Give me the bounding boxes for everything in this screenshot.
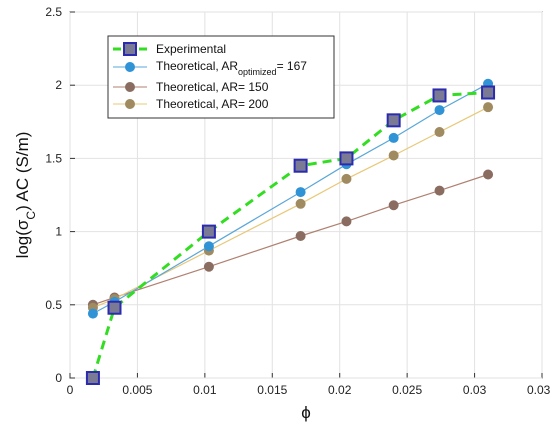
- y-tick-label: 0.5: [45, 298, 62, 312]
- data-point-experimental: [293, 158, 308, 173]
- tick-labels: 0 0.005 0.01 0.015 0.02 0.025 0.03 0.035 0 0.5 1 1.…: [45, 5, 550, 397]
- x-axis-label: ϕ: [301, 403, 311, 422]
- data-point-experimental: [432, 88, 447, 103]
- data-point-theoretical: [434, 185, 445, 196]
- series-0: [85, 85, 496, 385]
- y-tick-label: 0: [55, 371, 62, 385]
- data-point-theoretical: [388, 200, 399, 211]
- series-layer: [85, 78, 496, 385]
- y-tick-label: 1: [55, 225, 62, 239]
- x-tick-label: 0.02: [328, 383, 352, 397]
- legend-ar200-label: Theoretical, AR= 200: [156, 97, 269, 111]
- series-line-theoretical: [92, 83, 489, 315]
- legend-experimental-marker: [123, 42, 137, 56]
- series-line-experimental: [91, 91, 489, 379]
- y-tick-label: 2: [55, 78, 62, 92]
- data-point-theoretical: [295, 230, 306, 241]
- legend-ar167-label: Theoretical, ARoptimized= 167: [156, 59, 307, 77]
- data-point-experimental: [201, 224, 216, 239]
- legend-ar200-marker: [125, 99, 135, 109]
- legend-ar150-label: Theoretical, AR= 150: [156, 80, 269, 94]
- data-point-experimental: [107, 300, 122, 315]
- x-tick-label: 0: [67, 383, 74, 397]
- data-point-theoretical: [483, 169, 494, 180]
- data-point-theoretical: [203, 261, 214, 272]
- y-tick-label: 2.5: [45, 5, 62, 19]
- data-point-theoretical: [388, 132, 399, 143]
- data-point-experimental: [386, 113, 401, 128]
- data-point-theoretical: [388, 150, 399, 161]
- data-point-theoretical: [341, 216, 352, 227]
- legend: Experimental Theoretical, ARoptimized= 1…: [107, 35, 335, 119]
- data-point-theoretical: [483, 102, 494, 113]
- data-point-theoretical: [434, 105, 445, 116]
- data-point-experimental: [85, 371, 100, 385]
- legend-ar167-marker: [125, 62, 135, 72]
- x-tick-label: 0.025: [392, 383, 422, 397]
- series-3: [87, 102, 494, 313]
- data-point-theoretical: [203, 241, 214, 252]
- x-tick-label: 0.03: [463, 383, 487, 397]
- y-axis-label: log(σC) AC (S/m): [13, 132, 38, 259]
- data-point-theoretical: [341, 173, 352, 184]
- x-tick-label: 0.01: [193, 383, 217, 397]
- legend-experimental-label: Experimental: [156, 42, 226, 56]
- series-line-theoretical: [92, 106, 489, 309]
- data-point-experimental: [339, 151, 354, 166]
- x-tick-label: 0.035: [527, 383, 550, 397]
- data-point-theoretical: [434, 127, 445, 138]
- data-point-experimental: [481, 85, 496, 100]
- x-tick-label: 0.005: [122, 383, 152, 397]
- legend-ar150-marker: [125, 82, 135, 92]
- data-point-theoretical: [295, 187, 306, 198]
- data-point-theoretical: [295, 198, 306, 209]
- x-tick-label: 0.015: [257, 383, 287, 397]
- data-point-theoretical: [87, 308, 98, 319]
- y-tick-label: 1.5: [45, 151, 62, 165]
